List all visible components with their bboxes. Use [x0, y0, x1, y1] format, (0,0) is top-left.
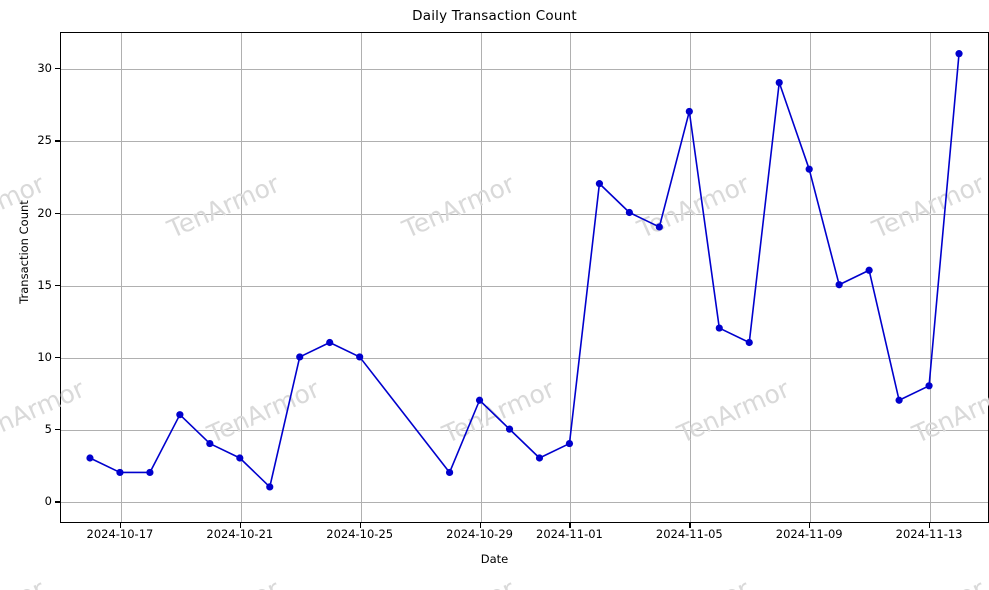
x-tick-mark	[689, 523, 691, 528]
gridline-horizontal	[61, 285, 988, 287]
x-tick-label: 2024-11-05	[655, 527, 723, 541]
gridline-horizontal	[61, 357, 988, 359]
gridline-vertical	[930, 33, 932, 522]
data-point	[895, 396, 903, 404]
y-tick-label: 25	[37, 133, 52, 148]
data-point	[86, 454, 94, 462]
watermark-text: TenArmor	[163, 574, 284, 590]
data-point	[655, 223, 663, 231]
data-point	[206, 439, 214, 448]
y-tick-mark	[55, 501, 60, 503]
x-tick-mark	[119, 523, 122, 528]
data-series-layer	[86, 50, 963, 491]
gridline-horizontal	[61, 141, 988, 143]
data-point	[176, 411, 184, 419]
watermark-text: TenArmor	[868, 574, 989, 590]
y-tick-mark	[55, 68, 60, 70]
data-point	[236, 454, 244, 462]
gridline-horizontal	[61, 69, 988, 71]
data-point	[266, 483, 274, 491]
gridline-vertical	[810, 33, 812, 522]
x-tick-mark	[929, 523, 931, 528]
data-point	[356, 353, 364, 361]
data-point	[505, 425, 514, 433]
x-tick-label: 2024-10-17	[86, 527, 154, 541]
y-tick-label: 0	[44, 494, 52, 509]
gridline-vertical	[690, 33, 692, 522]
y-tick-mark	[55, 140, 60, 142]
x-tick-mark	[479, 523, 481, 528]
line-series-transaction-count	[89, 52, 960, 488]
y-tick-label: 10	[37, 349, 52, 364]
y-tick-mark	[55, 212, 60, 214]
data-point	[685, 107, 693, 116]
y-tick-mark	[55, 284, 60, 287]
gridline-horizontal	[61, 430, 988, 432]
data-point	[955, 50, 963, 58]
x-tick-mark	[809, 523, 811, 528]
gridline-vertical	[240, 33, 242, 522]
gridline-horizontal	[61, 213, 988, 215]
data-point	[475, 396, 484, 404]
data-point	[835, 281, 843, 289]
x-tick-label: 2024-11-09	[775, 527, 843, 541]
x-tick-label: 2024-11-13	[895, 527, 963, 541]
x-tick-mark	[239, 523, 242, 528]
x-tick-mark	[569, 523, 571, 528]
data-point	[715, 324, 723, 332]
plot-area	[60, 32, 989, 523]
data-point-markers	[86, 50, 963, 491]
data-point	[535, 454, 544, 462]
y-tick-label: 5	[44, 422, 52, 437]
gridline-vertical	[480, 33, 482, 522]
y-tick-label: 20	[37, 205, 52, 220]
watermark-text: TenArmor	[633, 574, 754, 590]
y-tick-labels: 0 5 10 15 20 25 30	[0, 32, 52, 523]
data-point	[146, 468, 154, 477]
watermark-text: TenArmor	[0, 574, 49, 590]
data-point	[326, 338, 334, 347]
data-point	[925, 382, 933, 390]
x-tick-label: 2024-10-21	[206, 527, 274, 541]
gridline-horizontal	[61, 502, 988, 504]
chart-title: Daily Transaction Count	[412, 8, 577, 24]
data-point	[116, 468, 124, 477]
data-point	[445, 468, 454, 477]
data-point	[595, 180, 604, 188]
x-tick-label: 2024-11-01	[536, 527, 603, 541]
watermark-text: TenArmor	[398, 574, 519, 590]
y-tick-mark	[55, 356, 60, 359]
data-point	[805, 165, 813, 173]
gridline-vertical	[120, 33, 122, 522]
data-point	[775, 78, 783, 87]
gridline-vertical	[570, 33, 572, 522]
gridline-vertical	[360, 33, 362, 522]
data-point	[565, 439, 574, 448]
x-tick-label: 2024-10-25	[326, 527, 394, 541]
data-point	[865, 266, 873, 274]
data-point	[625, 208, 633, 217]
data-point	[745, 338, 753, 347]
x-tick-label: 2024-10-29	[446, 527, 513, 541]
y-tick-mark	[55, 429, 60, 431]
y-tick-label: 15	[37, 277, 52, 292]
x-tick-labels: 2024-10-17 2024-10-21 2024-10-25 2024-10-29…	[60, 527, 989, 549]
data-point	[296, 353, 304, 361]
x-tick-mark	[359, 523, 361, 528]
y-tick-label: 30	[37, 61, 52, 76]
x-axis-label: Date	[480, 552, 509, 566]
